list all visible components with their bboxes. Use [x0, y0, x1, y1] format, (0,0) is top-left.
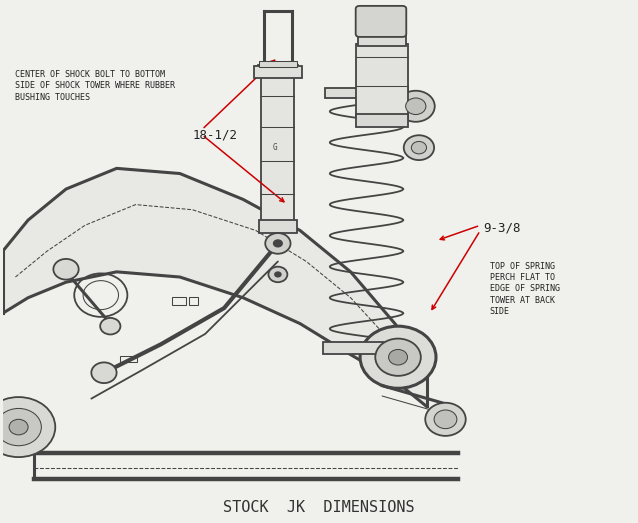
Text: G: G [273, 143, 278, 152]
Bar [172, 297, 186, 305]
Bar [120, 356, 137, 362]
Circle shape [0, 397, 56, 457]
Polygon shape [3, 168, 427, 406]
Text: CENTER OF SHOCK BOLT TO BOTTOM
SIDE OF SHOCK TOWER WHERE RUBBER
BUSHING TOUCHES: CENTER OF SHOCK BOLT TO BOTTOM SIDE OF S… [15, 70, 175, 102]
Bar [262, 75, 294, 223]
Circle shape [269, 267, 287, 282]
FancyBboxPatch shape [355, 6, 406, 37]
Bar [254, 66, 302, 78]
Text: 9-3/8: 9-3/8 [484, 221, 521, 234]
Circle shape [426, 403, 466, 436]
Circle shape [406, 98, 426, 115]
Bar [355, 114, 408, 127]
Circle shape [0, 408, 41, 446]
Circle shape [360, 326, 436, 388]
Circle shape [54, 259, 78, 280]
Bar [325, 88, 408, 98]
Bar [259, 220, 297, 233]
Circle shape [404, 135, 434, 160]
Bar [355, 44, 408, 117]
Bar [259, 61, 297, 67]
Bar [323, 342, 410, 354]
Circle shape [100, 318, 121, 335]
Bar [358, 15, 406, 46]
Circle shape [389, 349, 408, 365]
Circle shape [91, 362, 117, 383]
Circle shape [265, 233, 290, 254]
Circle shape [9, 419, 28, 435]
Bar [189, 297, 198, 305]
Circle shape [397, 91, 434, 122]
Text: STOCK  JK  DIMENSIONS: STOCK JK DIMENSIONS [223, 500, 415, 515]
Circle shape [412, 141, 427, 154]
Circle shape [375, 338, 421, 376]
Circle shape [274, 271, 282, 278]
Circle shape [273, 239, 283, 247]
Text: 18-1/2: 18-1/2 [193, 128, 237, 141]
Text: TOP OF SPRING
PERCH FLAT TO
EDGE OF SPRING
TOWER AT BACK
SIDE: TOP OF SPRING PERCH FLAT TO EDGE OF SPRI… [490, 262, 560, 316]
Circle shape [434, 410, 457, 429]
